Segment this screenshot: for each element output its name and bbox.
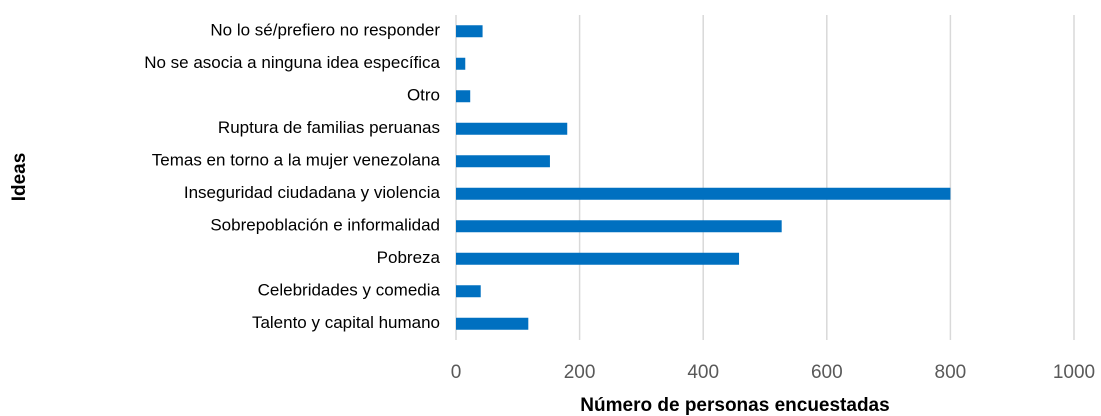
bar	[456, 220, 782, 233]
y-tick-label: No se asocia a ninguna idea específica	[144, 53, 440, 72]
x-tick-label: 0	[451, 362, 462, 383]
x-tick-label: 200	[564, 362, 596, 383]
bar	[456, 25, 483, 38]
y-tick-label: No lo sé/prefiero no responder	[210, 21, 440, 40]
bar	[456, 90, 471, 103]
y-tick-label: Sobrepoblación e informalidad	[210, 216, 440, 235]
y-tick-label: Inseguridad ciudadana y violencia	[184, 183, 441, 202]
x-tick-label: 600	[811, 362, 843, 383]
bar	[456, 122, 568, 135]
bar	[456, 155, 550, 168]
x-axis-label: Número de personas encuestadas	[580, 395, 889, 416]
y-tick-label: Ruptura de familias peruanas	[218, 118, 440, 137]
y-tick-label: Pobreza	[377, 248, 441, 267]
y-tick-label: Temas en torno a la mujer venezolana	[152, 151, 441, 170]
bar	[456, 57, 466, 70]
x-tick-label: 800	[935, 362, 967, 383]
x-tick-label: 400	[687, 362, 719, 383]
y-tick-label: Celebridades y comedia	[258, 281, 441, 300]
y-tick-label: Talento y capital humano	[252, 313, 440, 332]
bar	[456, 285, 481, 298]
x-tick-label: 1000	[1053, 362, 1095, 383]
bar	[456, 252, 740, 265]
y-axis-label: Ideas	[9, 153, 30, 202]
bar	[456, 187, 951, 200]
y-tick-label: Otro	[407, 86, 440, 105]
bar	[456, 317, 529, 330]
